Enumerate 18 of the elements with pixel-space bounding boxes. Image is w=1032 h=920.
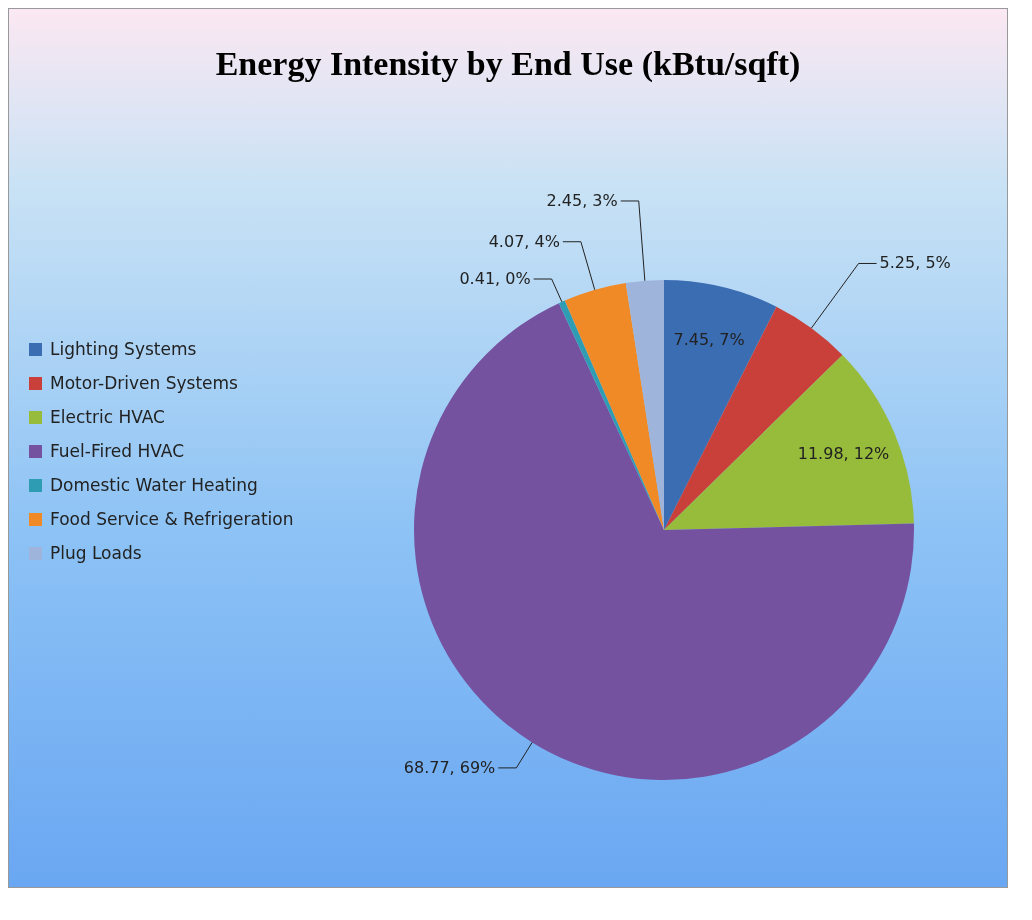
legend-label: Fuel-Fired HVAC <box>50 441 184 461</box>
chart-title: Energy Intensity by End Use (kBtu/sqft) <box>214 44 802 84</box>
data-label: 68.77, 69% <box>403 757 496 777</box>
pie-slice <box>625 280 664 530</box>
data-label: 2.45, 3% <box>546 190 618 210</box>
legend-label: Motor-Driven Systems <box>50 373 238 393</box>
legend-label: Food Service & Refrigeration <box>50 509 294 529</box>
data-label: 11.98, 12% <box>797 443 890 463</box>
legend-label: Plug Loads <box>50 543 142 563</box>
data-label: 0.41, 0% <box>459 269 531 289</box>
data-label: 7.45, 7% <box>673 330 745 350</box>
pie-slice <box>664 280 777 530</box>
pie-slice <box>664 354 914 530</box>
legend-label: Lighting Systems <box>50 339 197 359</box>
data-label: 5.25, 5% <box>879 253 951 273</box>
legend-label: Electric HVAC <box>50 407 165 427</box>
legend-label: Domestic Water Heating <box>50 475 258 495</box>
data-label: 4.07, 4% <box>488 231 560 251</box>
